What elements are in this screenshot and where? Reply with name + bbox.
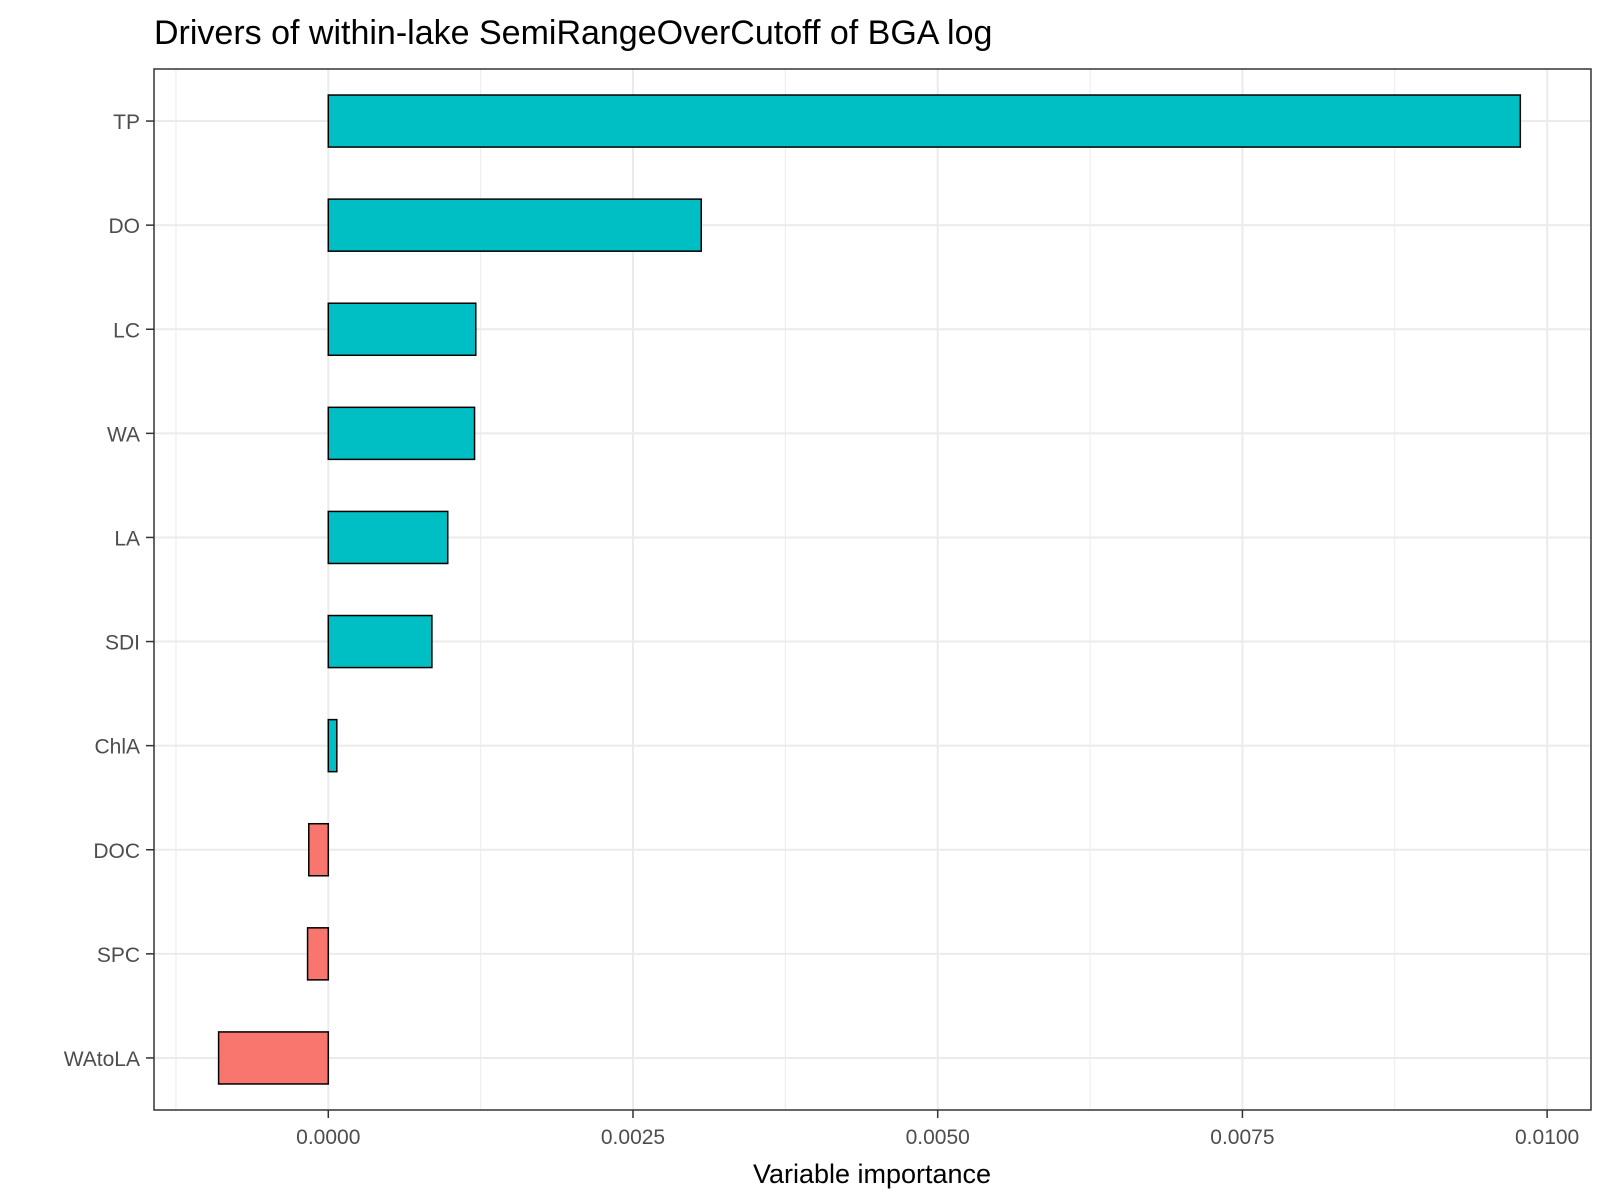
y-tick-label-wa: WA [107,423,140,446]
bars [217,94,1522,1085]
y-axis: TP DO LC WA LA SDI ChlA DOC SPC WAtoLA [64,111,154,1071]
bar-chla [327,718,338,773]
y-tick-label-spc: SPC [97,944,140,967]
panel-border [153,68,1592,1111]
y-tick-label-lc: LC [113,319,140,342]
bar-doc [308,822,330,877]
y-tick-label-do: DO [109,215,141,238]
bar-wa [327,406,476,461]
x-tick-label: 0.0100 [1515,1126,1579,1149]
bar-do [327,198,703,252]
y-tick-label-doc: DOC [93,840,140,863]
x-tick-label: 0.0025 [601,1126,665,1149]
bar-tp [327,94,1522,148]
x-axis: 0.0000 0.0025 0.0050 0.0075 0.0100 [296,1110,1579,1149]
bar-watola [217,1031,330,1085]
x-tick-label: 0.0000 [296,1126,360,1149]
chart-title: Drivers of within-lake SemiRangeOverCuto… [154,14,992,52]
y-tick-label-sdi: SDI [105,632,140,655]
x-tick-label: 0.0075 [1210,1126,1274,1149]
bar-spc [306,927,330,981]
bar-lc [327,302,477,357]
y-tick-label-la: LA [114,527,140,550]
y-tick-label-chla: ChlA [94,736,140,759]
x-tick-label: 0.0050 [906,1126,970,1149]
bar-la [327,510,449,565]
bar-sdi [327,614,433,669]
y-tick-label-tp: TP [113,111,140,134]
x-axis-title: Variable importance [753,1159,991,1189]
y-tick-label-watola: WAtoLA [64,1048,140,1071]
